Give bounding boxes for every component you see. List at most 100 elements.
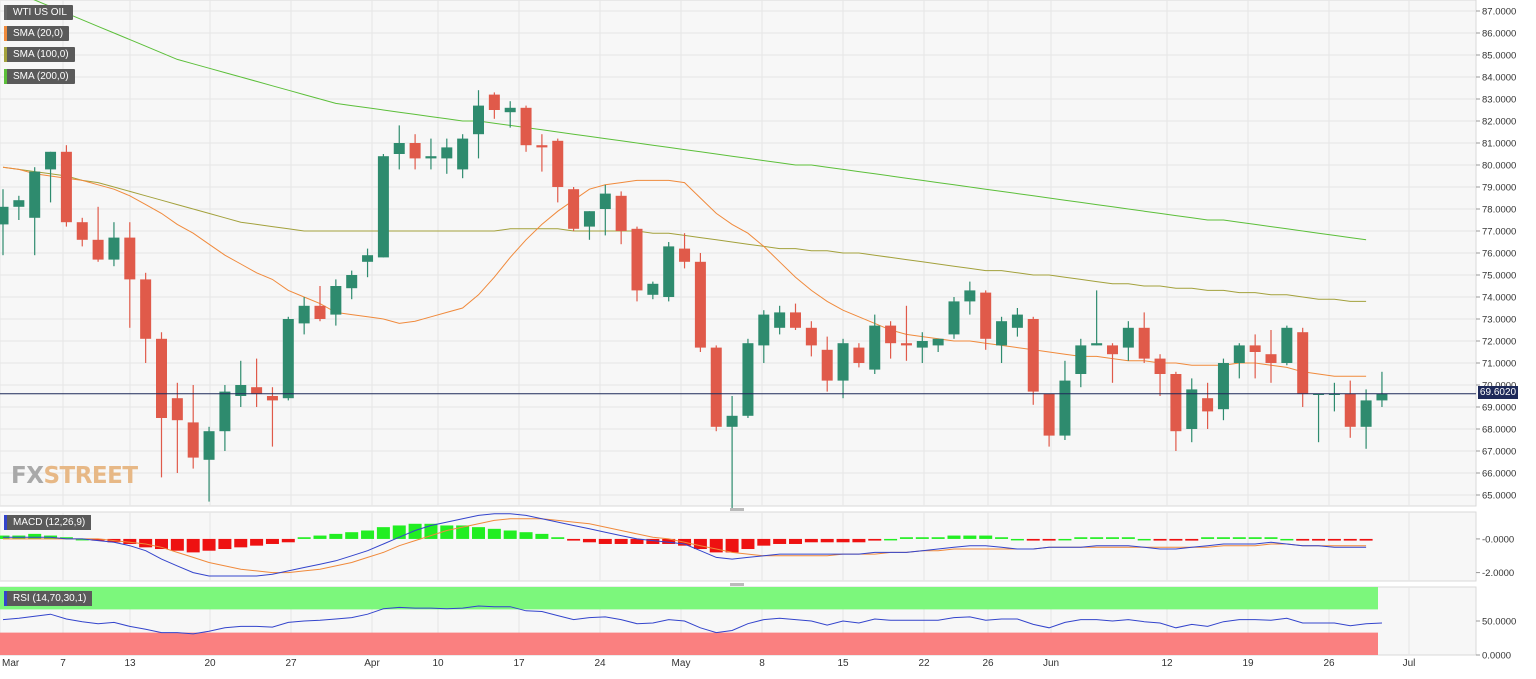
macd-hist-bar <box>139 538 153 548</box>
candle-body <box>0 206 9 225</box>
macd-hist-bar <box>868 538 882 541</box>
x-tick-label: 12 <box>1161 658 1173 669</box>
candle-body <box>377 156 389 258</box>
legend-sma100[interactable]: SMA (100,0) <box>4 47 75 62</box>
candle-body <box>663 246 675 297</box>
candle-body <box>108 237 120 260</box>
candle-body <box>60 151 72 223</box>
candle-body <box>853 347 865 363</box>
macd-hist-bar <box>503 530 517 539</box>
macd-hist-bar <box>313 535 327 539</box>
price-tick-label: 69.0000 <box>1482 403 1516 414</box>
candle-body <box>1376 393 1388 401</box>
candle-body <box>409 143 421 159</box>
macd-hist-bar <box>202 538 216 551</box>
candle-body <box>314 305 326 319</box>
macd-hist-bar <box>123 538 137 544</box>
candle-body <box>1328 393 1340 395</box>
macd-hist-bar <box>1185 538 1199 541</box>
legend-instrument[interactable]: WTI US OIL <box>4 5 73 20</box>
candle-body <box>13 200 25 207</box>
x-tick-label: Jul <box>1403 658 1416 669</box>
candle-body <box>219 391 231 432</box>
candle-body <box>583 211 595 227</box>
legend-macd[interactable]: MACD (12,26,9) <box>4 515 92 530</box>
macd-hist-bar <box>741 538 755 550</box>
macd-hist-bar <box>1201 537 1215 539</box>
macd-hist-bar <box>1248 537 1262 539</box>
candle-body <box>140 279 152 339</box>
macd-hist-bar <box>218 538 232 550</box>
macd-hist-bar <box>91 538 105 541</box>
macd-hist-bar <box>59 537 73 539</box>
macd-hist-bar <box>709 538 723 553</box>
rsi-tick-label: 0.0000 <box>1482 651 1511 662</box>
candle-body <box>615 195 627 231</box>
candle-body <box>1091 343 1103 346</box>
x-tick-label: Mar <box>2 658 20 669</box>
macd-hist-bar <box>630 538 644 544</box>
macd-hist-bar <box>1121 537 1135 539</box>
candle-body <box>488 94 500 110</box>
price-tick-label: 87.0000 <box>1482 7 1516 18</box>
price-tick-label: 86.0000 <box>1482 29 1516 40</box>
candle-body <box>1027 319 1039 392</box>
candle-body <box>1202 398 1214 412</box>
sma200-line <box>33 0 1367 241</box>
x-tick-label: 17 <box>513 658 525 669</box>
macd-hist-bar <box>646 538 660 544</box>
macd-hist-bar <box>725 538 739 553</box>
candle-body <box>679 248 691 262</box>
macd-hist-bar <box>551 537 565 539</box>
candle-body <box>869 325 881 370</box>
candle-body <box>1059 380 1071 436</box>
macd-hist-bar <box>234 538 248 548</box>
macd-hist-bar <box>1359 538 1373 541</box>
macd-hist-bar <box>250 538 264 546</box>
candle-body <box>425 156 437 159</box>
macd-hist-bar <box>1074 537 1088 539</box>
candle-body <box>900 343 912 346</box>
candle-body <box>1297 332 1309 394</box>
candle-body <box>1313 393 1325 395</box>
macd-hist-bar <box>899 537 913 539</box>
last-price-tag: 69.6020 <box>1478 386 1518 399</box>
macd-hist-bar <box>487 528 501 539</box>
macd-hist-bar <box>281 538 295 543</box>
candle-body <box>251 387 263 394</box>
legend-sma20[interactable]: SMA (20,0) <box>4 26 70 41</box>
rsi-line <box>2 605 1383 635</box>
legend-sma200[interactable]: SMA (200,0) <box>4 69 75 84</box>
price-tick-label: 73.0000 <box>1482 315 1516 326</box>
macd-hist-bar <box>1090 537 1104 539</box>
x-tick-label: 7 <box>60 658 66 669</box>
candle-body <box>599 193 611 209</box>
candle-body <box>1075 345 1087 374</box>
macd-hist-bar <box>915 537 929 539</box>
macd-hist-bar <box>662 538 676 544</box>
macd-hist-bar <box>329 533 343 539</box>
x-tick-label: Apr <box>364 658 380 669</box>
candle-body <box>1154 358 1166 374</box>
candle-body <box>1107 345 1118 355</box>
macd-resize-handle <box>730 508 744 511</box>
legend-sma100-label: SMA (100,0) <box>13 49 69 60</box>
x-tick-label: 15 <box>837 658 849 669</box>
macd-tick-label: -0.0000 <box>1482 534 1514 545</box>
candle-body <box>758 314 770 346</box>
candle-body <box>266 396 278 401</box>
candle-body <box>76 222 88 240</box>
legend-sma200-label: SMA (200,0) <box>13 71 69 82</box>
x-tick-label: 22 <box>918 658 930 669</box>
candle-body <box>298 305 310 324</box>
x-tick-label: 27 <box>285 658 297 669</box>
macd-hist-bar <box>361 530 375 539</box>
macd-hist-bar <box>376 527 390 539</box>
price-tick-label: 80.0000 <box>1482 161 1516 172</box>
candle-body <box>1265 354 1277 363</box>
candle-body <box>29 171 41 218</box>
legend-rsi[interactable]: RSI (14,70,30,1) <box>4 591 93 606</box>
x-tick-label: 8 <box>759 658 765 669</box>
x-tick-label: 13 <box>124 658 136 669</box>
